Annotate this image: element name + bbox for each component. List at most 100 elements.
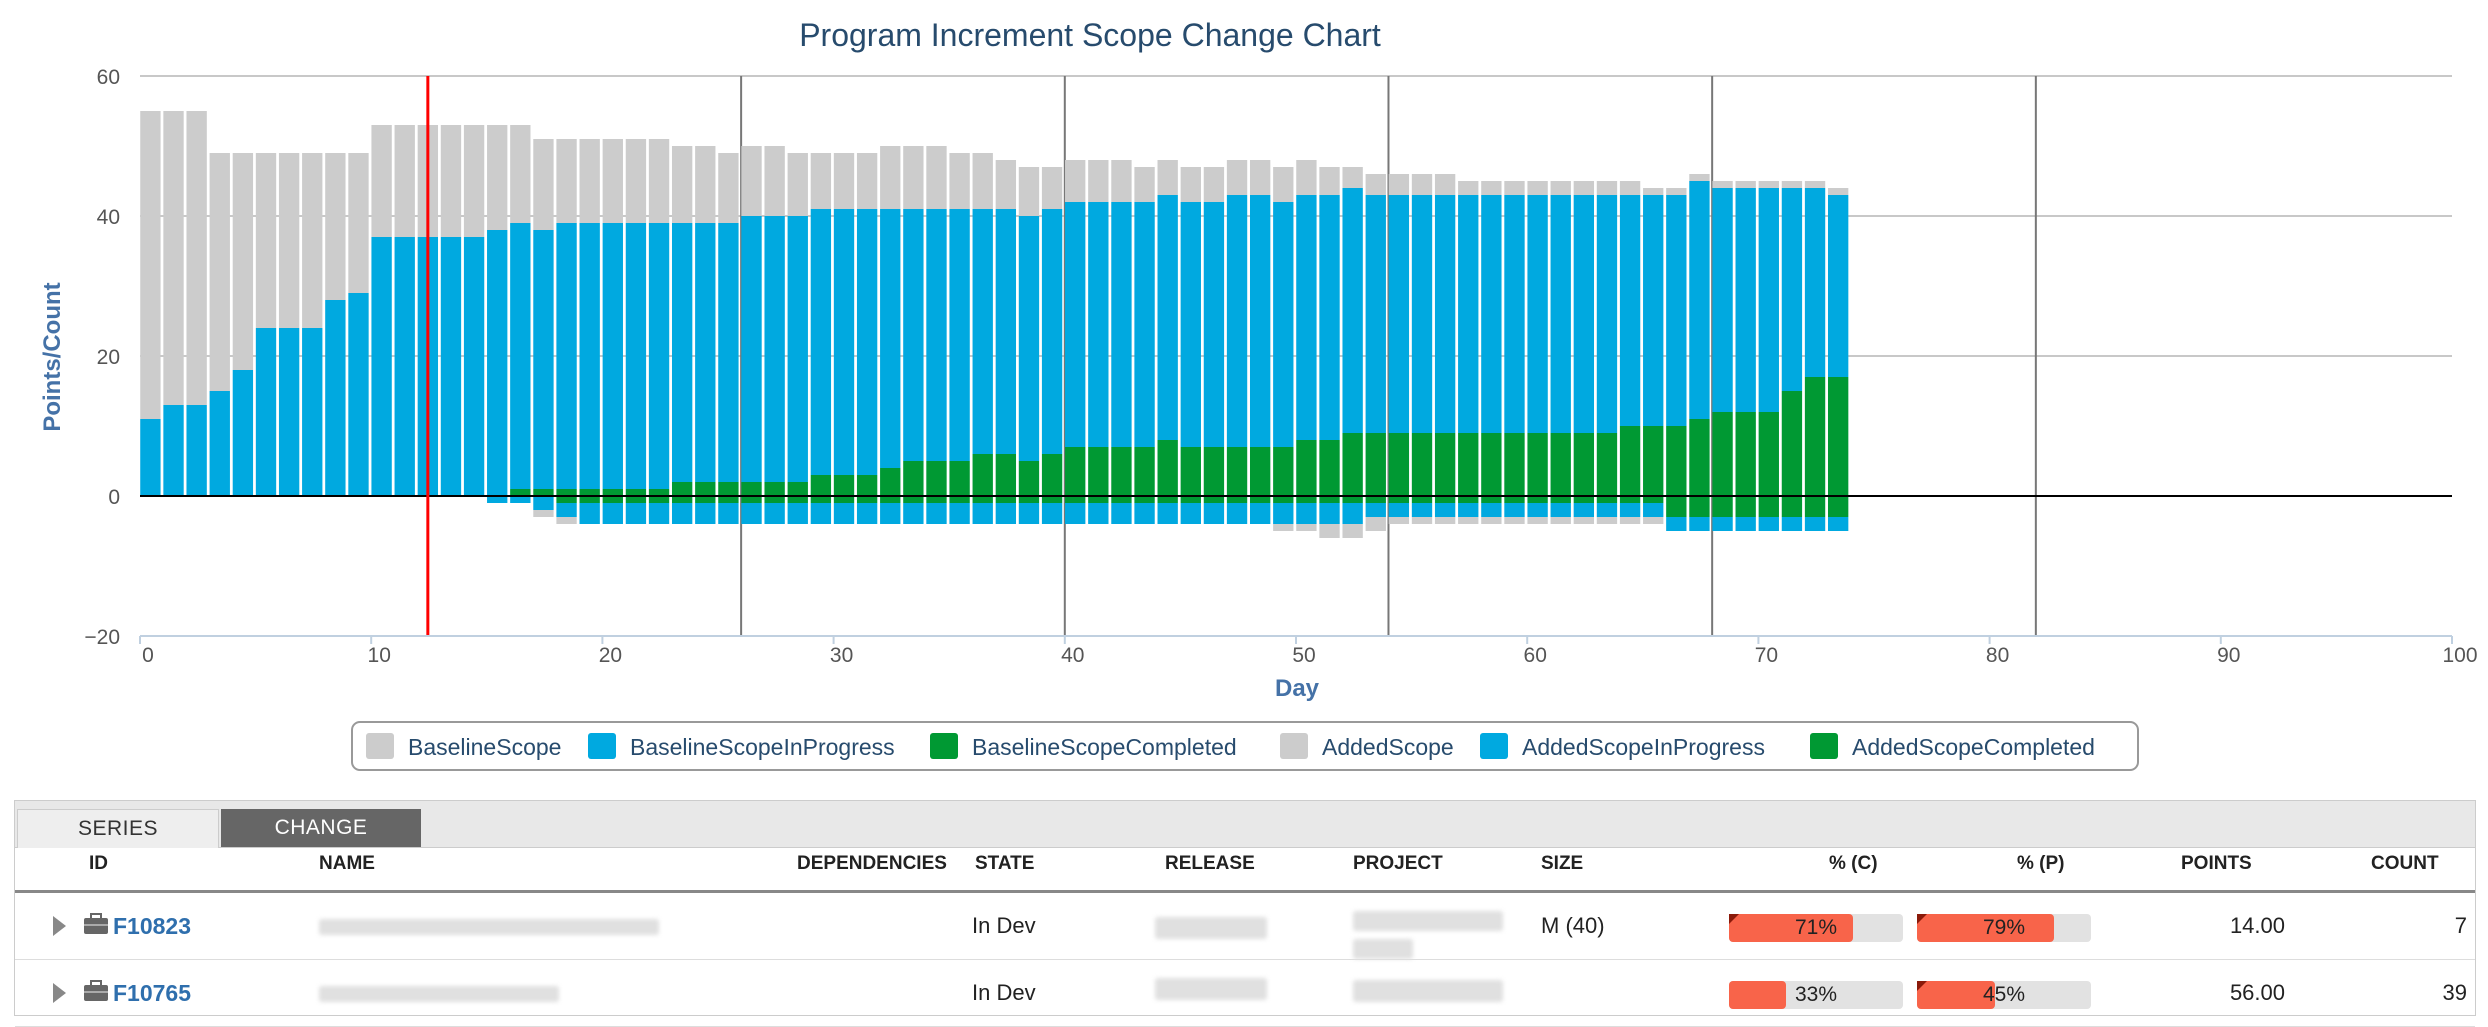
bar-baseline-scope[interactable] xyxy=(903,146,924,209)
bar-baseline-scope-completed[interactable] xyxy=(1065,447,1086,496)
legend-swatch[interactable] xyxy=(930,733,958,759)
bar-added-scope[interactable] xyxy=(533,510,554,517)
bar-baseline-scope-in-progress[interactable] xyxy=(487,230,508,496)
bar-baseline-scope[interactable] xyxy=(232,153,254,370)
bar-added-scope-in-progress[interactable] xyxy=(1319,503,1340,524)
bar-baseline-scope[interactable] xyxy=(1550,181,1571,195)
bar-baseline-scope-in-progress[interactable] xyxy=(371,237,392,496)
bar-baseline-scope-completed[interactable] xyxy=(1157,440,1178,496)
bar-baseline-scope-completed[interactable] xyxy=(1481,433,1502,496)
bar-added-scope[interactable] xyxy=(1458,517,1479,524)
legend-label[interactable]: BaselineScope xyxy=(408,734,561,760)
bar-added-scope-completed[interactable] xyxy=(1180,496,1201,503)
bar-baseline-scope-completed[interactable] xyxy=(1088,447,1109,496)
bar-baseline-scope-in-progress[interactable] xyxy=(1735,188,1756,412)
bar-baseline-scope-in-progress[interactable] xyxy=(949,209,970,461)
bar-baseline-scope[interactable] xyxy=(1088,160,1109,202)
bar-added-scope-in-progress[interactable] xyxy=(1065,503,1086,524)
bar-baseline-scope[interactable] xyxy=(648,139,670,223)
bar-added-scope-completed[interactable] xyxy=(1273,496,1294,503)
bar-baseline-scope-in-progress[interactable] xyxy=(1088,202,1109,447)
bar-baseline-scope[interactable] xyxy=(487,125,508,230)
bar-added-scope-in-progress[interactable] xyxy=(579,503,600,524)
bar-baseline-scope-in-progress[interactable] xyxy=(1273,202,1294,447)
bar-baseline-scope[interactable] xyxy=(1504,181,1525,195)
bar-baseline-scope[interactable] xyxy=(1111,160,1132,202)
bar-added-scope-completed[interactable] xyxy=(1527,496,1548,503)
bar-baseline-scope-in-progress[interactable] xyxy=(718,223,739,482)
bar-baseline-scope[interactable] xyxy=(1689,174,1710,181)
bar-baseline-scope[interactable] xyxy=(371,125,392,237)
bar-baseline-scope-in-progress[interactable] xyxy=(325,300,346,496)
bar-baseline-scope-completed[interactable] xyxy=(1411,433,1433,496)
bar-baseline-scope[interactable] xyxy=(1388,174,1410,195)
bar-baseline-scope[interactable] xyxy=(972,153,993,209)
bar-added-scope-completed[interactable] xyxy=(880,496,901,503)
bar-added-scope[interactable] xyxy=(1527,517,1548,524)
bar-added-scope-completed[interactable] xyxy=(1596,496,1618,503)
expand-row-icon[interactable] xyxy=(53,983,66,1003)
bar-baseline-scope-completed[interactable] xyxy=(1249,447,1271,496)
bar-baseline-scope[interactable] xyxy=(1041,167,1063,209)
bar-added-scope-completed[interactable] xyxy=(1249,496,1271,503)
bar-baseline-scope-completed[interactable] xyxy=(972,454,993,496)
bar-baseline-scope-in-progress[interactable] xyxy=(1596,195,1618,433)
bar-added-scope-in-progress[interactable] xyxy=(1758,517,1779,531)
bar-baseline-scope[interactable] xyxy=(209,153,230,391)
bar-added-scope[interactable] xyxy=(1596,517,1618,524)
bar-added-scope-in-progress[interactable] xyxy=(1434,503,1456,517)
bar-added-scope[interactable] xyxy=(1573,517,1595,524)
bar-baseline-scope-in-progress[interactable] xyxy=(1203,202,1225,447)
bar-baseline-scope[interactable] xyxy=(556,139,577,223)
bar-baseline-scope-completed[interactable] xyxy=(1619,426,1641,496)
bar-added-scope-in-progress[interactable] xyxy=(1735,517,1756,531)
bar-added-scope-completed[interactable] xyxy=(556,496,577,503)
bar-baseline-scope-in-progress[interactable] xyxy=(556,223,577,489)
bar-baseline-scope-in-progress[interactable] xyxy=(625,223,647,489)
bar-baseline-scope[interactable] xyxy=(787,153,808,216)
bar-baseline-scope-completed[interactable] xyxy=(1735,412,1756,496)
bar-added-scope[interactable] xyxy=(1481,517,1502,524)
bar-baseline-scope-completed[interactable] xyxy=(1226,447,1248,496)
bar-baseline-scope[interactable] xyxy=(394,125,415,237)
bar-added-scope[interactable] xyxy=(1342,524,1363,538)
bar-baseline-scope-in-progress[interactable] xyxy=(186,405,207,496)
bar-baseline-scope[interactable] xyxy=(856,153,878,209)
bar-baseline-scope-completed[interactable] xyxy=(1712,412,1733,496)
column-header-size[interactable]: SIZE xyxy=(1541,853,1584,874)
bar-added-scope-completed[interactable] xyxy=(1041,496,1063,503)
bar-baseline-scope-completed[interactable] xyxy=(1666,426,1687,496)
bar-baseline-scope-in-progress[interactable] xyxy=(695,223,716,482)
bar-baseline-scope-in-progress[interactable] xyxy=(163,405,184,496)
expand-row-icon[interactable] xyxy=(53,916,66,936)
bar-added-scope[interactable] xyxy=(1504,517,1525,524)
bar-added-scope-in-progress[interactable] xyxy=(718,503,739,524)
bar-added-scope-in-progress[interactable] xyxy=(1804,517,1826,531)
bar-baseline-scope[interactable] xyxy=(1203,167,1225,202)
bar-baseline-scope[interactable] xyxy=(1458,181,1479,195)
bar-baseline-scope-in-progress[interactable] xyxy=(787,216,808,482)
bar-baseline-scope-in-progress[interactable] xyxy=(1804,188,1826,377)
bar-added-scope[interactable] xyxy=(1296,524,1317,531)
bar-baseline-scope[interactable] xyxy=(255,153,277,328)
bar-added-scope-completed[interactable] xyxy=(1781,496,1803,517)
bar-added-scope-in-progress[interactable] xyxy=(995,503,1017,524)
column-header-points[interactable]: POINTS xyxy=(2181,853,2252,874)
bar-added-scope-in-progress[interactable] xyxy=(1643,503,1664,517)
bar-added-scope-in-progress[interactable] xyxy=(1573,503,1595,517)
bar-baseline-scope[interactable] xyxy=(1249,160,1271,195)
bar-baseline-scope[interactable] xyxy=(1481,181,1502,195)
bar-baseline-scope-in-progress[interactable] xyxy=(1296,195,1317,440)
bar-baseline-scope-in-progress[interactable] xyxy=(648,223,670,489)
bar-baseline-scope-completed[interactable] xyxy=(1342,433,1363,496)
bar-added-scope-completed[interactable] xyxy=(1111,496,1132,503)
bar-baseline-scope-in-progress[interactable] xyxy=(764,216,785,482)
bar-baseline-scope-in-progress[interactable] xyxy=(209,391,230,496)
bar-baseline-scope[interactable] xyxy=(1827,188,1849,195)
bar-added-scope-in-progress[interactable] xyxy=(1296,503,1317,524)
bar-baseline-scope-completed[interactable] xyxy=(695,482,716,496)
bar-baseline-scope-in-progress[interactable] xyxy=(140,419,161,496)
bar-baseline-scope[interactable] xyxy=(1781,181,1803,188)
bar-added-scope-in-progress[interactable] xyxy=(1781,517,1803,531)
bar-added-scope-in-progress[interactable] xyxy=(1203,503,1225,524)
